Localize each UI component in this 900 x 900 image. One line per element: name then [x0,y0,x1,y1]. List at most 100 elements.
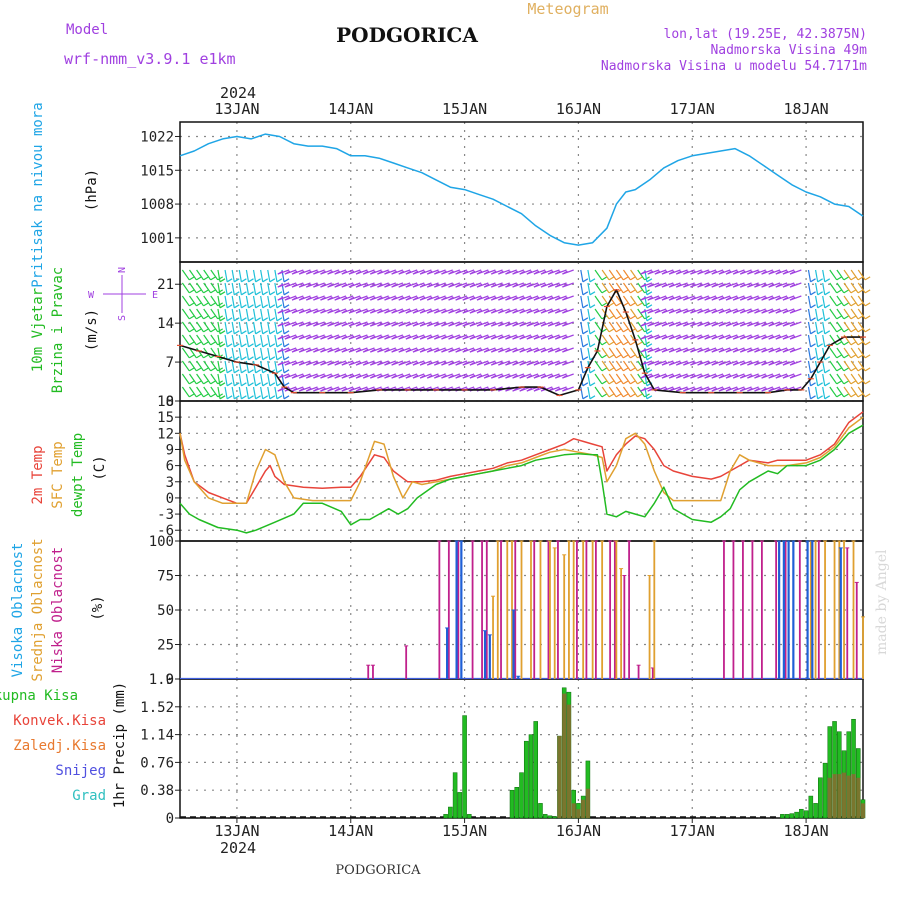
wind-barb-flag [219,291,226,296]
wind-barb-flag [704,296,710,301]
y-tick-label: -6 [157,523,174,539]
wind-barb-flag [419,348,426,353]
wind-barb-flag [622,354,629,359]
wind-barb-flag [817,278,823,283]
wind-barb-flag [554,374,561,379]
wind-barb-flag [255,356,261,361]
wind-barb [231,321,235,334]
wind-barb-flag [850,328,857,333]
wind-barb-flag [836,276,842,281]
wind-barb [829,308,838,320]
precip-total-bar [780,814,785,819]
wind-barb-flag [661,361,668,366]
y-tick-label: 1.52 [140,700,174,716]
wind-barb-flag [640,309,646,314]
wind-barb-flag [348,374,355,379]
wind-barb-flag [248,317,254,322]
wind-barb [637,282,646,294]
wind-barb-flag [864,341,871,346]
wind-barb-flag [419,296,426,301]
wind-barb-flag [269,291,276,296]
wind-barb-flag [226,395,233,400]
wind-barb-flag [269,330,276,335]
wind-barb-flag [219,343,226,348]
wind-barb [238,347,242,360]
wind-barb-flag [283,395,290,400]
wind-barb-flag [455,296,461,301]
wind-barb-flag [334,361,341,366]
wind-barb-flag [589,382,596,387]
wind-barb-flag [718,374,725,379]
wind-barb-flag [675,387,682,392]
wind-barb-flag [483,361,490,366]
wind-barb [836,282,845,294]
wind-barb-flag [782,270,789,275]
wind-barb-flag [547,283,554,288]
wind-barb [231,373,235,386]
wind-barb-flag [483,296,490,301]
wind-barb-flag [850,393,857,398]
wind-barb [843,347,852,359]
wind-barb-flag [313,348,319,353]
wind-barb-flag [305,361,312,366]
compass-north: N [117,267,128,273]
wind-barb-flag [276,304,283,309]
y-tick-label: 6 [166,459,174,475]
wind-barb [814,334,819,347]
wind-barb-flag [533,387,540,392]
wind-barb-flag [526,387,533,392]
y-tick-label: 1015 [140,163,174,179]
wind-barb-flag [441,296,447,301]
wind-barb-flag [562,283,568,288]
wind-barb-flag [704,309,710,314]
wind-barb [814,373,819,386]
wind-barb-flag [398,335,405,340]
wind-barb-flag [196,315,202,320]
wind-barb [587,295,591,308]
wind-barb-flag [824,330,831,335]
wind-barb-flag [196,393,202,398]
wind-barb-flag [217,341,224,346]
wind-barb-flag [327,322,333,327]
wind-barb-flag [857,380,864,385]
wind-barb-flag [601,328,608,333]
wind-barb-flag [683,270,689,275]
wind-barb-flag [747,387,753,392]
precip-total-bar [457,792,463,819]
x-tick-label-top: 16JAN [556,100,601,118]
wind-barb-flag [512,296,518,301]
wind-barb-flag [291,309,298,314]
wind-barb-flag [547,296,554,301]
wind-barb [822,295,826,308]
wind-barb-flag [782,348,789,353]
temp2m-label: 2m Temp [30,445,46,504]
wind-barb [580,269,584,282]
wind-barb-flag [405,335,412,340]
wind-barb [274,386,278,399]
wind-barb-flag [291,387,298,392]
wind-barb-flag [426,322,433,327]
wind-barb-flag [704,322,710,327]
wind-barb-flag [391,296,397,301]
wind-barb-flag [843,289,850,294]
wind-barb-flag [789,335,796,340]
wind-barb-flag [490,361,497,366]
wind-barb-flag [782,283,789,288]
wind-barb-flag [476,296,483,301]
wind-barb-flag [483,283,490,288]
legend-freezing: Zaledj.Kisa [13,738,106,754]
wind-barb-flag [824,369,831,374]
wind-barb-flag [434,374,440,379]
wind-barb-flag [362,296,369,301]
wind-barb-flag [554,283,561,288]
wind-barb-flag [188,315,195,320]
wind-barb-flag [718,387,725,392]
wind-barb-flag [697,348,703,353]
wind-barb-flag [469,296,476,301]
wind-barb-flag [768,270,775,275]
wind-barb [829,386,838,398]
wind-barb-flag [355,361,362,366]
wind-barb [850,386,859,398]
wind-barb-flag [843,380,850,385]
wind-barb-flag [362,348,369,353]
